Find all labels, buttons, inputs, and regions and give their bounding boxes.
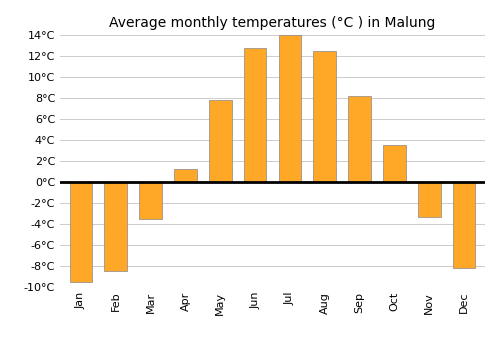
Bar (104, 182, 127, 271)
Bar (278, 35, 301, 182)
Bar (314, 51, 336, 182)
Title: Average monthly temperatures (°C ) in Malung: Average monthly temperatures (°C ) in Ma… (110, 16, 436, 30)
Bar (244, 48, 266, 182)
Bar (174, 169, 197, 182)
Bar (348, 96, 371, 182)
Bar (70, 182, 92, 282)
Bar (209, 100, 232, 182)
Bar (383, 145, 406, 182)
Bar (453, 182, 475, 268)
Bar (418, 182, 440, 217)
Bar (140, 182, 162, 219)
